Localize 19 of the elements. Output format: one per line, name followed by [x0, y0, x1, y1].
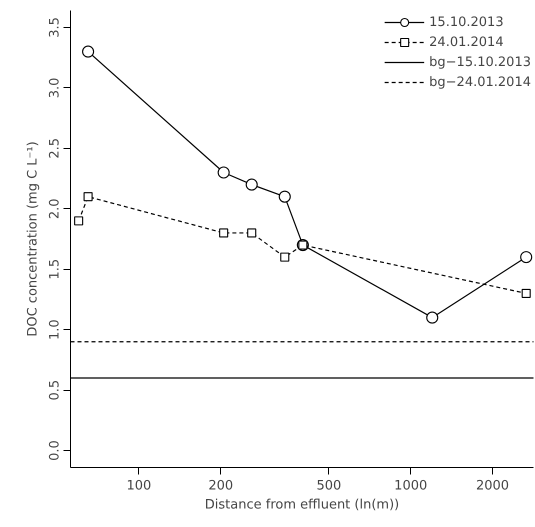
y-tick-label: 0.0 [48, 440, 62, 461]
x-tick-label: 1000 [394, 478, 428, 494]
x-axis-title: Distance from effluent (ln(m)) [204, 498, 400, 512]
legend-label: 24.01.2014 [429, 34, 504, 50]
x-tick-label: 2000 [476, 478, 510, 494]
y-tick-label: 1.5 [48, 258, 62, 280]
y-tick-label: 3.5 [48, 17, 62, 38]
x-tick-label: 200 [208, 478, 234, 494]
x-tick-label: 100 [126, 478, 152, 494]
y-axis-title: DOC concentration (mg C L⁻¹) [26, 141, 40, 337]
legend-label: bg−24.01.2014 [429, 74, 531, 90]
y-tick-label: 1.0 [48, 319, 62, 340]
x-tick-label: 500 [316, 478, 342, 494]
legend-label: bg−15.10.2013 [429, 54, 531, 70]
y-tick-label: 2.5 [48, 138, 62, 159]
legend-label: 15.10.2013 [429, 14, 504, 30]
y-tick-label: 2.0 [48, 198, 62, 220]
y-tick-label: 0.5 [48, 380, 62, 400]
y-tick-label: 3.0 [48, 78, 62, 98]
